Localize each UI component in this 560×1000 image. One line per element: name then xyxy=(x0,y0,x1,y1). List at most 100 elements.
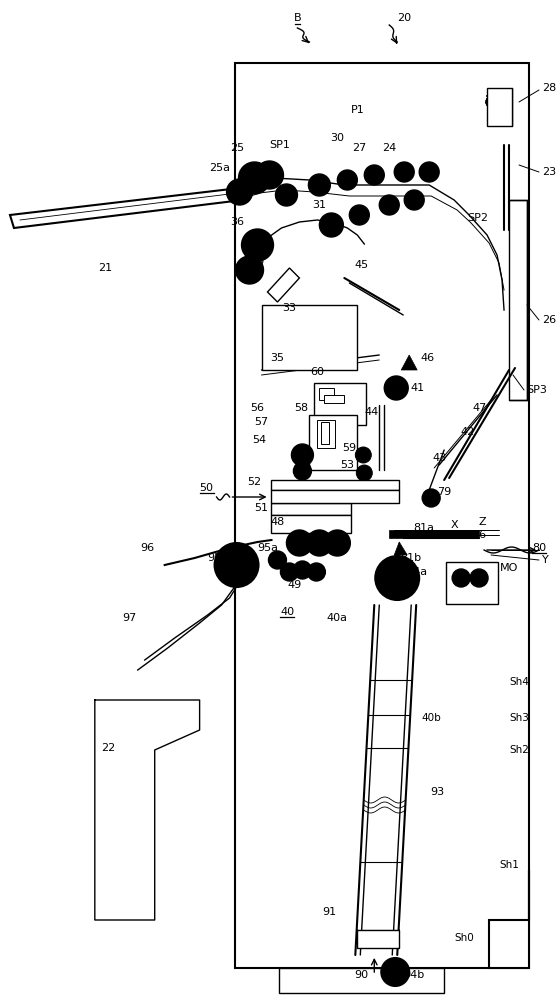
Bar xyxy=(321,422,329,444)
Circle shape xyxy=(241,229,273,261)
Text: 94a: 94a xyxy=(407,567,428,577)
Bar xyxy=(446,562,498,604)
Bar xyxy=(310,415,357,470)
Circle shape xyxy=(227,179,253,205)
Text: Sh0: Sh0 xyxy=(454,933,474,943)
Circle shape xyxy=(384,376,408,400)
Text: 26: 26 xyxy=(542,315,556,325)
Polygon shape xyxy=(10,188,242,228)
Circle shape xyxy=(394,162,414,182)
Text: 51: 51 xyxy=(254,503,268,513)
Circle shape xyxy=(309,174,330,196)
Text: 57: 57 xyxy=(254,417,269,427)
Circle shape xyxy=(324,530,351,556)
Text: 23: 23 xyxy=(542,167,556,177)
Polygon shape xyxy=(268,268,300,302)
Bar xyxy=(272,503,351,515)
Text: 50: 50 xyxy=(199,483,213,493)
Text: 97: 97 xyxy=(123,613,137,623)
Bar xyxy=(487,88,512,126)
Circle shape xyxy=(214,543,259,587)
Text: 22: 22 xyxy=(101,743,115,753)
Text: 40b: 40b xyxy=(421,713,441,723)
Text: 59: 59 xyxy=(342,443,356,453)
Text: SP1: SP1 xyxy=(269,140,290,150)
Text: Sh3: Sh3 xyxy=(509,713,529,723)
Text: P1: P1 xyxy=(351,105,364,115)
Circle shape xyxy=(268,551,287,569)
Text: MO: MO xyxy=(500,563,518,573)
Text: Y: Y xyxy=(542,555,549,565)
Circle shape xyxy=(306,530,333,556)
Text: 36: 36 xyxy=(231,217,245,227)
Text: Sh2: Sh2 xyxy=(509,745,529,755)
Circle shape xyxy=(287,530,312,556)
Circle shape xyxy=(337,170,357,190)
Text: 25: 25 xyxy=(231,143,245,153)
Circle shape xyxy=(470,569,488,587)
Circle shape xyxy=(239,162,270,194)
Circle shape xyxy=(281,563,298,581)
Circle shape xyxy=(381,958,409,986)
Text: 28: 28 xyxy=(542,83,556,93)
Text: 25a: 25a xyxy=(209,163,230,173)
Text: X: X xyxy=(450,520,458,530)
Text: SP2: SP2 xyxy=(467,213,488,223)
Text: 21: 21 xyxy=(98,263,112,273)
Bar xyxy=(272,515,351,533)
Circle shape xyxy=(293,561,311,579)
Bar xyxy=(279,968,444,993)
Text: 27: 27 xyxy=(352,143,366,153)
Text: 53: 53 xyxy=(340,460,354,470)
Text: 43: 43 xyxy=(432,453,446,463)
Bar xyxy=(235,63,529,968)
Bar xyxy=(324,395,344,403)
Text: 49: 49 xyxy=(287,580,301,590)
Circle shape xyxy=(422,489,440,507)
Text: 29: 29 xyxy=(250,257,265,267)
Text: B: B xyxy=(293,13,301,23)
Text: 35: 35 xyxy=(270,353,284,363)
Bar xyxy=(314,383,366,425)
Circle shape xyxy=(319,213,343,237)
Text: 79: 79 xyxy=(437,487,451,497)
Circle shape xyxy=(452,569,470,587)
Circle shape xyxy=(365,165,384,185)
Text: 90: 90 xyxy=(354,970,368,980)
Text: 91: 91 xyxy=(323,907,337,917)
Text: 80: 80 xyxy=(532,543,546,553)
Text: 41: 41 xyxy=(410,383,424,393)
Text: 31: 31 xyxy=(312,200,326,210)
Text: 48: 48 xyxy=(270,517,284,527)
Text: SP3: SP3 xyxy=(526,385,547,395)
Text: 40a: 40a xyxy=(327,613,348,623)
Text: 58: 58 xyxy=(295,403,309,413)
Text: Sh1: Sh1 xyxy=(499,860,519,870)
Circle shape xyxy=(276,184,297,206)
Text: 30: 30 xyxy=(330,133,344,143)
Bar xyxy=(263,305,357,370)
Polygon shape xyxy=(489,870,529,968)
Text: 40: 40 xyxy=(281,607,295,617)
Text: 94b: 94b xyxy=(404,970,425,980)
Text: 44: 44 xyxy=(364,407,379,417)
Circle shape xyxy=(349,205,369,225)
Bar xyxy=(509,200,527,400)
Text: 93: 93 xyxy=(430,787,444,797)
Text: 56: 56 xyxy=(250,403,264,413)
Bar xyxy=(389,530,479,538)
Text: 81b: 81b xyxy=(400,553,422,563)
Text: 42: 42 xyxy=(460,427,474,437)
Circle shape xyxy=(255,161,283,189)
Circle shape xyxy=(379,195,399,215)
Circle shape xyxy=(404,190,424,210)
Polygon shape xyxy=(401,355,417,370)
Bar xyxy=(272,480,399,490)
Text: 81a: 81a xyxy=(414,523,435,533)
Circle shape xyxy=(356,465,372,481)
Circle shape xyxy=(236,256,264,284)
Circle shape xyxy=(293,462,311,480)
Text: 95: 95 xyxy=(208,553,222,563)
Text: 33: 33 xyxy=(282,303,296,313)
Text: 45: 45 xyxy=(354,260,368,270)
